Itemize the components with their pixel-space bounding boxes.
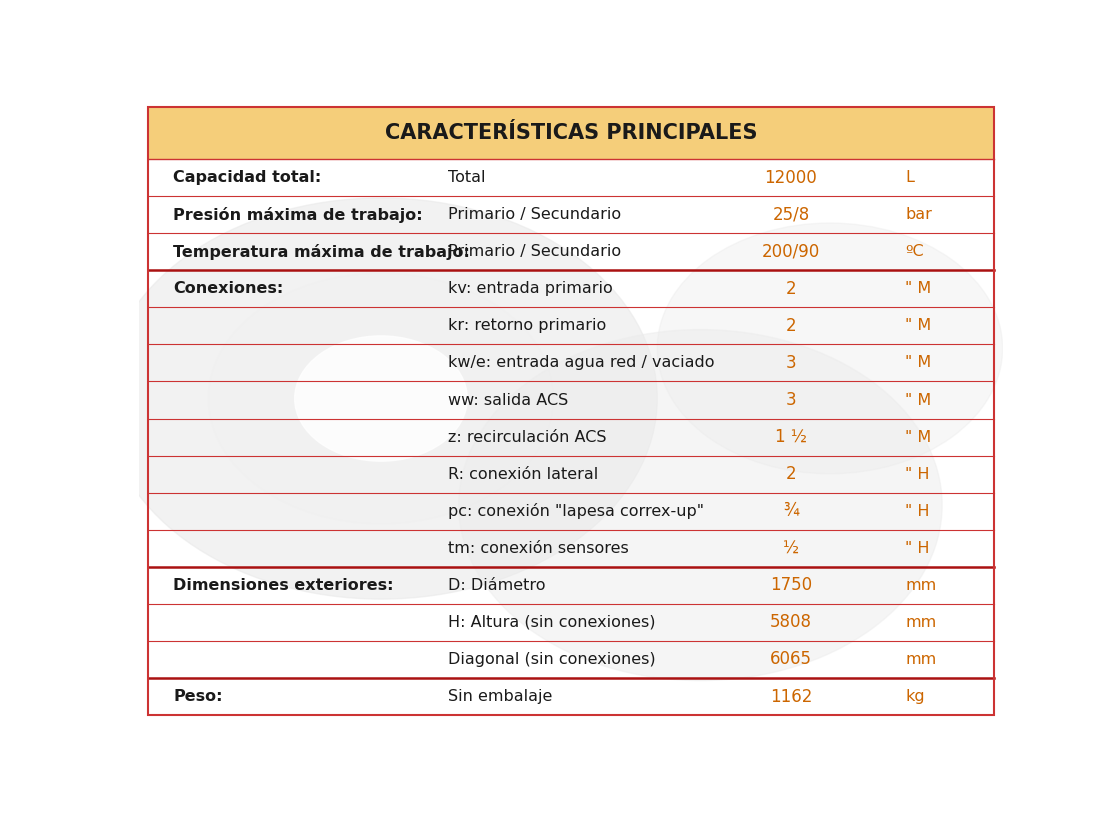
Text: " M: " M <box>906 318 931 334</box>
Text: ½: ½ <box>783 539 799 558</box>
Text: " M: " M <box>906 356 931 370</box>
Text: " M: " M <box>906 392 931 408</box>
Text: 3: 3 <box>785 391 797 409</box>
Text: 1750: 1750 <box>770 576 812 594</box>
Text: 1 ½: 1 ½ <box>775 428 807 446</box>
Text: Dimensiones exteriores:: Dimensiones exteriores: <box>174 578 393 593</box>
Text: Primario / Secundario: Primario / Secundario <box>448 208 622 222</box>
Text: tm: conexión sensores: tm: conexión sensores <box>448 540 629 556</box>
Text: 3: 3 <box>785 354 797 372</box>
Text: Presión máxima de trabajo:: Presión máxima de trabajo: <box>174 207 423 223</box>
Text: 5808: 5808 <box>770 614 812 632</box>
Text: ¾: ¾ <box>783 502 799 520</box>
Text: z: recirculación ACS: z: recirculación ACS <box>448 430 607 444</box>
Text: ww: salida ACS: ww: salida ACS <box>448 392 568 408</box>
Text: 2: 2 <box>785 280 797 298</box>
Circle shape <box>459 330 942 681</box>
Text: Primario / Secundario: Primario / Secundario <box>448 244 622 260</box>
Text: kw/e: entrada agua red / vaciado: kw/e: entrada agua red / vaciado <box>448 356 715 370</box>
Text: mm: mm <box>906 652 937 667</box>
Text: CARACTERÍSTICAS PRINCIPALES: CARACTERÍSTICAS PRINCIPALES <box>384 123 758 143</box>
Circle shape <box>208 274 554 524</box>
Text: 6065: 6065 <box>770 650 812 668</box>
Text: " M: " M <box>906 282 931 296</box>
Bar <box>148 107 994 159</box>
Text: 12000: 12000 <box>764 168 818 186</box>
Circle shape <box>657 223 1003 474</box>
Text: " H: " H <box>906 466 929 482</box>
Text: Diagonal (sin conexiones): Diagonal (sin conexiones) <box>448 652 656 667</box>
Text: pc: conexión "lapesa correx-up": pc: conexión "lapesa correx-up" <box>448 503 704 519</box>
Text: Conexiones:: Conexiones: <box>174 282 284 296</box>
Text: bar: bar <box>906 208 932 222</box>
Text: D: Diámetro: D: Diámetro <box>448 578 546 593</box>
Text: H: Altura (sin conexiones): H: Altura (sin conexiones) <box>448 615 656 630</box>
Circle shape <box>105 198 657 599</box>
Text: kg: kg <box>906 689 925 704</box>
Circle shape <box>294 336 468 462</box>
Text: 25/8: 25/8 <box>772 206 810 224</box>
Text: Capacidad total:: Capacidad total: <box>174 170 322 185</box>
Text: mm: mm <box>906 578 937 593</box>
Text: 2: 2 <box>785 317 797 335</box>
Text: kv: entrada primario: kv: entrada primario <box>448 282 613 296</box>
Text: 2: 2 <box>785 465 797 484</box>
Text: " M: " M <box>906 430 931 444</box>
Text: mm: mm <box>906 615 937 630</box>
Text: Temperatura máxima de trabajo:: Temperatura máxima de trabajo: <box>174 243 470 260</box>
Text: R: conexión lateral: R: conexión lateral <box>448 466 598 482</box>
Text: 200/90: 200/90 <box>762 243 820 260</box>
Text: Total: Total <box>448 170 486 185</box>
Text: ºC: ºC <box>906 244 924 260</box>
Text: kr: retorno primario: kr: retorno primario <box>448 318 606 334</box>
Text: Peso:: Peso: <box>174 689 223 704</box>
Text: 1162: 1162 <box>770 688 812 706</box>
Text: Sin embalaje: Sin embalaje <box>448 689 553 704</box>
Text: " H: " H <box>906 504 929 519</box>
Text: " H: " H <box>906 540 929 556</box>
Text: L: L <box>906 170 913 185</box>
